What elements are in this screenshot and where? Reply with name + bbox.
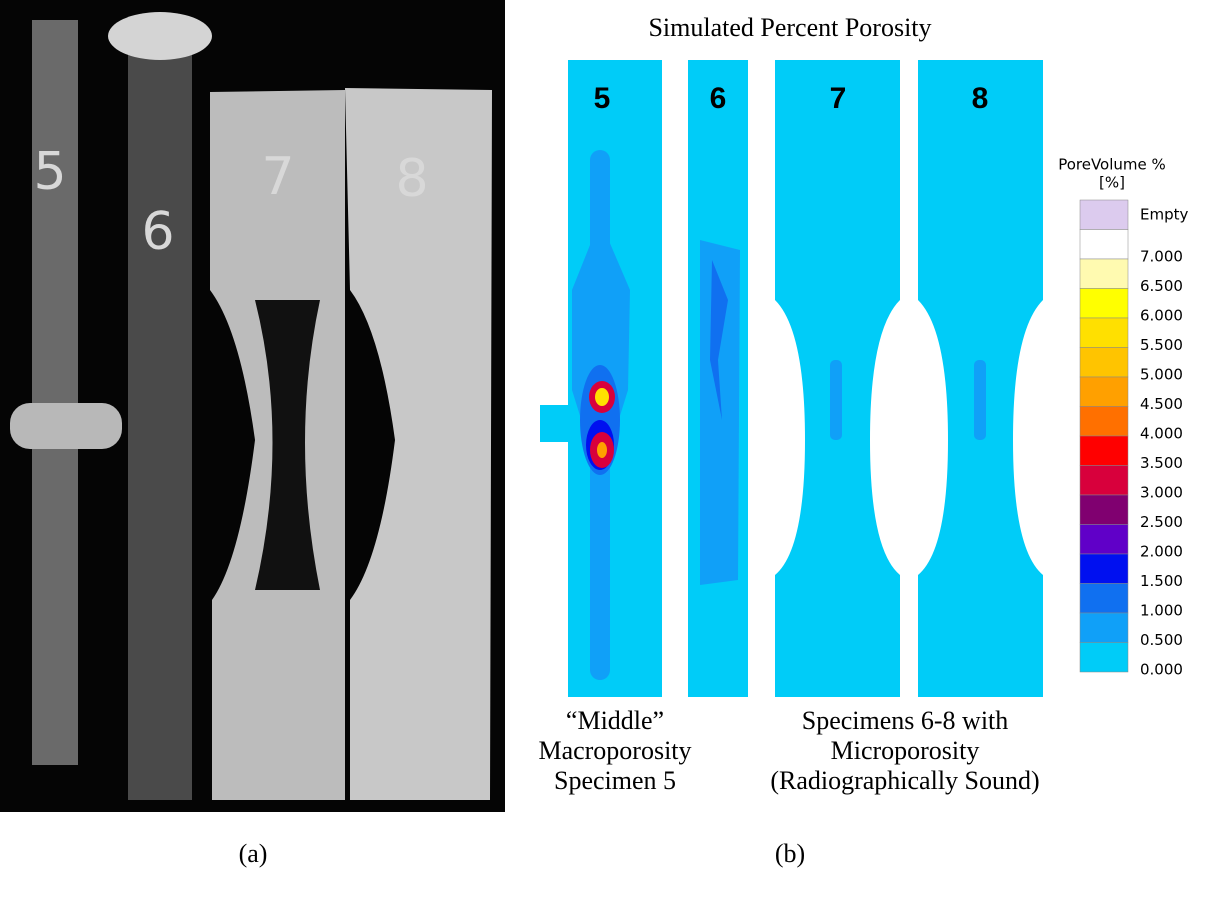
- legend-label: 4.000: [1140, 425, 1183, 443]
- sim-label: 5: [594, 82, 611, 115]
- legend-label: 3.000: [1140, 484, 1183, 502]
- legend-label: 0.500: [1140, 631, 1183, 649]
- legend-swatch: [1080, 525, 1128, 555]
- photo-label: 6: [141, 202, 174, 262]
- legend-label: 5.500: [1140, 336, 1183, 354]
- legend-swatch: [1080, 377, 1128, 407]
- legend-unit: [%]: [1099, 174, 1125, 192]
- legend-swatch: [1080, 436, 1128, 466]
- simulation: 5 6 7 8: [540, 60, 1043, 697]
- legend-swatch: [1080, 259, 1128, 289]
- caption-line: Specimen 5: [554, 766, 676, 795]
- caption-line: (Radiographically Sound): [770, 766, 1039, 795]
- legend-swatch: [1080, 318, 1128, 348]
- caption-line: “Middle”: [566, 706, 664, 735]
- legend-label: 4.500: [1140, 395, 1183, 413]
- caption-line: Microporosity: [831, 736, 980, 765]
- legend-label: 1.500: [1140, 572, 1183, 590]
- photo-label: 7: [261, 147, 294, 207]
- legend-label: 6.000: [1140, 307, 1183, 325]
- legend-swatch: [1080, 289, 1128, 319]
- legend-swatch: [1080, 200, 1128, 230]
- legend-label: 7.000: [1140, 248, 1183, 266]
- legend-label: 3.500: [1140, 454, 1183, 472]
- photo-label: 5: [33, 142, 66, 202]
- figure: 5 6 7 8 Simulated Percent Porosity 5 6 7…: [0, 0, 1217, 898]
- sim-title: Simulated Percent Porosity: [648, 13, 931, 42]
- legend-label: Empty: [1140, 205, 1188, 223]
- sim-label: 6: [710, 82, 727, 115]
- photo-label: 8: [395, 149, 428, 209]
- legend-swatch: [1080, 230, 1128, 260]
- caption-line: Specimens 6-8 with: [802, 706, 1009, 735]
- sim-label: 7: [830, 82, 847, 115]
- caption-line: Macroporosity: [538, 736, 691, 765]
- legend-swatch: [1080, 554, 1128, 584]
- legend-swatch: [1080, 613, 1128, 643]
- legend: PoreVolume % [%] Empty 7.000 6.500 6.000 5.5…: [1058, 156, 1188, 679]
- legend-label: 2.500: [1140, 513, 1183, 531]
- panel-label: (b): [775, 839, 805, 868]
- legend-label: 2.000: [1140, 543, 1183, 561]
- legend-swatch: [1080, 584, 1128, 614]
- legend-label: 0.000: [1140, 661, 1183, 679]
- legend-label: 5.000: [1140, 366, 1183, 384]
- legend-label: 1.000: [1140, 602, 1183, 620]
- sim-label: 8: [972, 82, 989, 115]
- panel-label: (a): [239, 839, 268, 868]
- radiograph: 5 6 7 8: [0, 0, 505, 812]
- legend-swatch: [1080, 466, 1128, 496]
- legend-title: PoreVolume %: [1058, 156, 1166, 174]
- legend-swatch: [1080, 495, 1128, 525]
- legend-label: 6.500: [1140, 277, 1183, 295]
- legend-swatch: [1080, 407, 1128, 437]
- legend-swatch: [1080, 348, 1128, 378]
- legend-swatch: [1080, 643, 1128, 673]
